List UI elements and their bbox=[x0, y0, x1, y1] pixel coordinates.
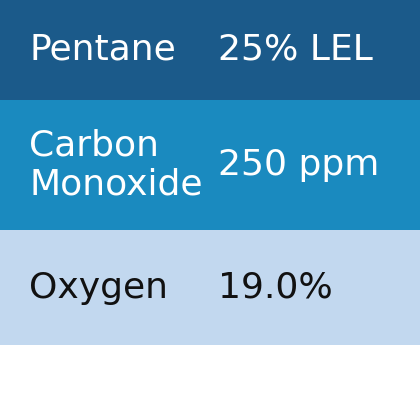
Bar bbox=[0, 100, 420, 230]
Text: 250 ppm: 250 ppm bbox=[218, 148, 380, 182]
Text: 25% LEL: 25% LEL bbox=[218, 33, 373, 67]
Bar bbox=[0, 345, 420, 420]
Bar bbox=[0, 0, 420, 100]
Text: Oxygen: Oxygen bbox=[29, 271, 168, 304]
Text: 19.0%: 19.0% bbox=[218, 271, 333, 304]
Bar bbox=[0, 230, 420, 345]
Text: Carbon
Monoxide: Carbon Monoxide bbox=[29, 129, 203, 202]
Text: Pentane: Pentane bbox=[29, 33, 176, 67]
